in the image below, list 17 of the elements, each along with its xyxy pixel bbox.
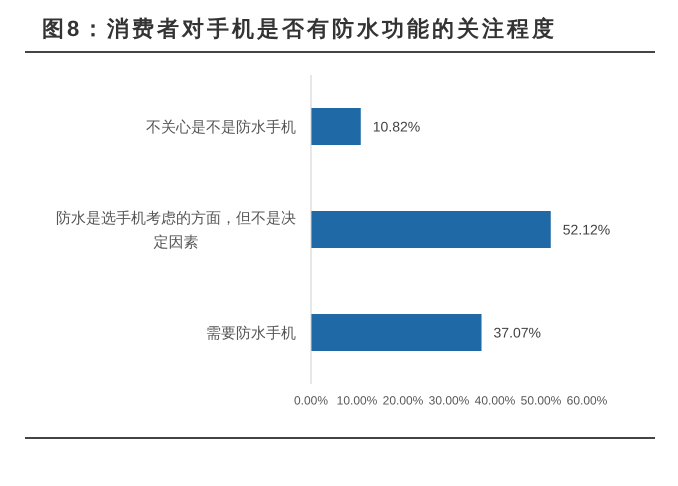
x-tick-label: 0.00% <box>294 394 328 408</box>
data-label: 10.82% <box>372 118 420 134</box>
y-tick-label: 需要防水手机 <box>206 324 296 342</box>
data-label: 37.07% <box>494 324 542 340</box>
x-tick-label: 10.00% <box>336 394 378 408</box>
x-tick-label: 30.00% <box>428 394 470 408</box>
data-label: 52.12% <box>562 221 610 238</box>
chart-title: 图8：消费者对手机是否有防水功能的关注程度 <box>42 15 558 43</box>
x-tick-label: 60.00% <box>566 394 608 408</box>
y-tick-label: 不关心是不是防水手机 <box>146 118 296 136</box>
x-tick-label: 40.00% <box>474 394 516 408</box>
bar <box>311 108 361 145</box>
bar <box>311 210 551 248</box>
y-tick-label: 防水是选手机考虑的方面，但不是决定因素 <box>56 210 296 251</box>
x-tick-label: 20.00% <box>382 394 424 408</box>
x-tick-label: 50.00% <box>520 394 562 408</box>
bar <box>311 314 482 351</box>
